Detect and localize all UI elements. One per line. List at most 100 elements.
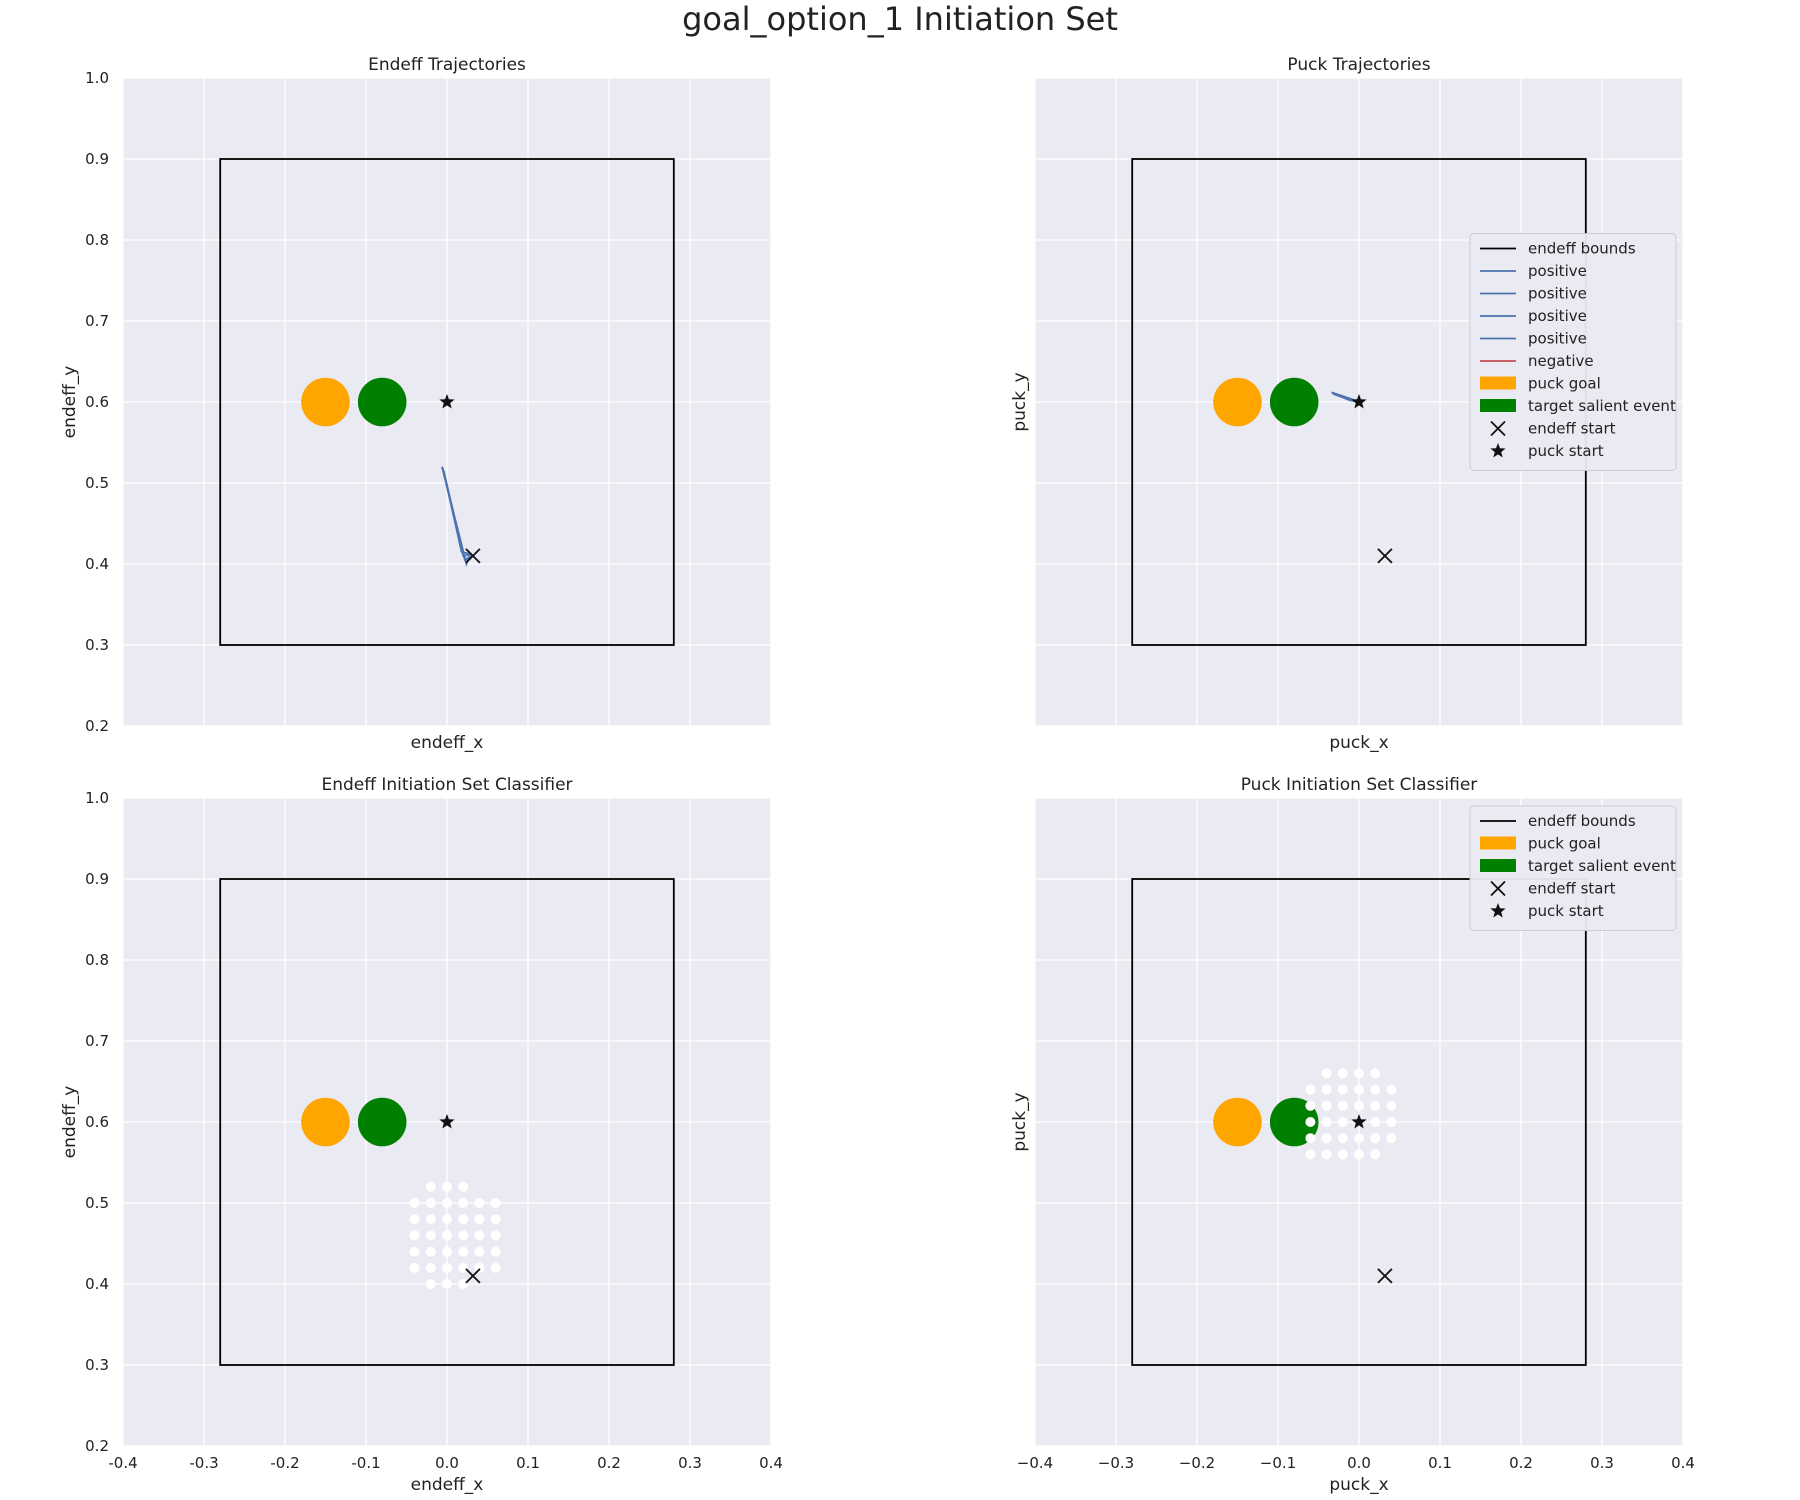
x-axis-label: puck_x xyxy=(1329,1475,1388,1495)
classifier-point xyxy=(458,1198,469,1208)
y-tick-label: 0.2 xyxy=(85,717,109,735)
legend-swatch-star xyxy=(1490,903,1506,918)
endeff-bounds-rect xyxy=(219,158,675,646)
puck-goal-circle xyxy=(301,377,350,427)
legend-label: puck goal xyxy=(1528,375,1601,393)
classifier-point xyxy=(490,1262,501,1273)
classifier-point xyxy=(442,1214,452,1225)
classifier-point xyxy=(425,1214,436,1225)
subplot-title: Endeff Trajectories xyxy=(368,55,526,75)
legend-label: target salient event xyxy=(1528,857,1676,875)
classifier-point xyxy=(1354,1084,1364,1095)
y-tick-label: 0.8 xyxy=(85,231,109,249)
endeff-start-marker-stroke-b xyxy=(465,1268,481,1284)
legend-swatch-x xyxy=(1490,880,1506,897)
target-salient-event-circle xyxy=(1269,1097,1319,1147)
classifier-point xyxy=(409,1230,420,1241)
classifier-point xyxy=(474,1262,485,1273)
puck-goal-circle xyxy=(1213,377,1262,427)
puck-goal-circle xyxy=(301,1097,350,1147)
classifier-point xyxy=(1370,1100,1381,1111)
legend-label: endeff start xyxy=(1528,880,1616,898)
legend-swatch-patch xyxy=(1480,836,1516,850)
x-tick-label: −0.4 xyxy=(1017,1454,1053,1472)
legend: endeff bounds puck goal target salient eve… xyxy=(1469,805,1677,931)
classifier-point xyxy=(1337,1133,1348,1144)
classifier-point xyxy=(490,1246,501,1257)
puck-start-marker xyxy=(1351,394,1367,409)
subplot-4: −0.4 −0.3 −0.2 −0.1 0.0 0.1 0.2 0.3 0.4 Puck Init… xyxy=(1010,775,1695,1495)
classifier-point xyxy=(1321,1133,1332,1144)
subplot-2: Puck Trajectories puck_x puck_y endeff boun… xyxy=(1010,55,1684,753)
x-tick-label: 0.1 xyxy=(516,1454,540,1472)
y-axis-label: endeff_y xyxy=(60,366,80,439)
classifier-point xyxy=(1370,1133,1381,1144)
x-tick-label: 0.3 xyxy=(678,1454,702,1472)
classifier-point xyxy=(458,1246,469,1257)
classifier-point xyxy=(458,1230,469,1241)
classifier-point xyxy=(1370,1068,1381,1079)
classifier-point xyxy=(1354,1068,1364,1079)
target-salient-event-circle xyxy=(357,1097,407,1147)
classifier-point xyxy=(442,1181,452,1192)
x-tick-label: 0.2 xyxy=(1509,1454,1533,1472)
classifier-point xyxy=(1321,1084,1332,1095)
classifier-point xyxy=(1305,1100,1316,1111)
classifier-point xyxy=(442,1198,452,1208)
classifier-point xyxy=(1337,1068,1348,1079)
legend-label: target salient event xyxy=(1528,397,1676,415)
x-tick-label: 0.0 xyxy=(1347,1454,1371,1472)
legend-label: puck start xyxy=(1528,902,1604,920)
endeff-start-marker xyxy=(465,548,481,564)
classifier-point xyxy=(442,1246,452,1257)
x-tick-label: 0.1 xyxy=(1428,1454,1452,1472)
legend-swatch-patch xyxy=(1480,399,1516,412)
y-tick-label: 0.5 xyxy=(85,1194,109,1212)
classifier-point xyxy=(425,1262,436,1273)
classifier-point xyxy=(409,1246,420,1257)
classifier-point xyxy=(425,1230,436,1241)
x-tick-label: 0.0 xyxy=(435,1454,459,1472)
legend-swatch-x-stroke-b xyxy=(1490,880,1506,897)
legend-label: puck goal xyxy=(1528,835,1601,853)
classifier-point xyxy=(1370,1117,1381,1127)
x-tick-label: 0.4 xyxy=(1671,1454,1695,1472)
classifier-point xyxy=(474,1214,485,1225)
y-tick-label: 0.3 xyxy=(85,636,109,654)
y-tick-label: 0.9 xyxy=(85,150,109,168)
x-tick-label: -0.2 xyxy=(270,1454,299,1472)
puck-start-marker xyxy=(439,1114,455,1129)
y-tick-label: 0.2 xyxy=(85,1437,109,1455)
x-tick-label: −0.2 xyxy=(1179,1454,1215,1472)
y-axis-label: endeff_y xyxy=(60,1086,80,1159)
classifier-point xyxy=(1321,1117,1332,1127)
target-salient-event-circle xyxy=(357,377,407,427)
target-salient-event-circle xyxy=(1269,377,1319,427)
legend-label: positive xyxy=(1528,330,1587,348)
classifier-point xyxy=(1386,1084,1397,1095)
y-tick-label: 0.9 xyxy=(85,870,109,888)
classifier-point xyxy=(1354,1149,1364,1160)
classifier-point xyxy=(1370,1149,1381,1160)
classifier-point xyxy=(490,1230,501,1241)
classifier-point xyxy=(1337,1149,1348,1160)
classifier-point xyxy=(425,1246,436,1257)
endeff-bounds-rect xyxy=(219,878,675,1366)
puck-start-marker xyxy=(1351,1114,1367,1129)
classifier-point xyxy=(442,1230,452,1241)
y-tick-label: 0.4 xyxy=(85,555,109,573)
classifier-point xyxy=(1305,1149,1316,1160)
y-tick-label: 0.5 xyxy=(85,474,109,492)
classifier-point xyxy=(425,1198,436,1208)
classifier-point xyxy=(1337,1084,1348,1095)
y-axis-label: puck_y xyxy=(1010,372,1030,431)
legend-swatch-patch xyxy=(1480,859,1516,872)
x-axis-label: puck_x xyxy=(1329,733,1388,753)
trajectory-positive xyxy=(442,468,472,556)
x-axis-label: endeff_x xyxy=(411,733,484,753)
legend-label: positive xyxy=(1528,262,1587,280)
classifier-point xyxy=(1337,1100,1348,1111)
classifier-point xyxy=(1321,1068,1332,1079)
y-tick-label: 0.4 xyxy=(85,1275,109,1293)
classifier-point xyxy=(1321,1100,1332,1111)
